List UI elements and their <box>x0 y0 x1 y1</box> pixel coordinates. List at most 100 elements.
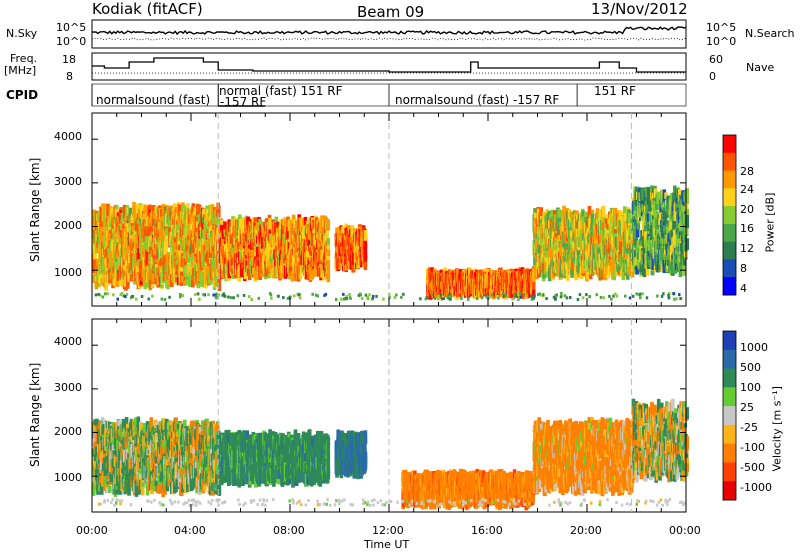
freq-unit-label: [MHz] <box>4 64 37 77</box>
noise-right-tick-top: 10^5 <box>706 21 737 34</box>
date-title: 13/Nov/2012 <box>591 0 688 18</box>
echo-cell <box>191 252 195 267</box>
echo-cell <box>191 203 196 217</box>
echo-cell <box>306 246 311 257</box>
freq-trace <box>92 57 686 73</box>
power-ytick-1000: 1000 <box>54 266 82 279</box>
echo-cell <box>268 218 272 230</box>
echo-cell <box>194 244 199 254</box>
echo-cell <box>227 259 232 272</box>
echo-cell <box>241 261 245 276</box>
echo-cell <box>231 267 235 275</box>
velocity-ytick-4000: 4000 <box>54 335 82 348</box>
echo-cell <box>139 244 144 254</box>
echo-cell <box>103 245 107 256</box>
x-axis-label: Time UT <box>364 538 410 551</box>
velocity-cb-tick-1000: 1000 <box>740 341 768 354</box>
nsearch-label: N.Search <box>745 27 795 40</box>
power-ytick-3000: 3000 <box>54 175 82 188</box>
echo-cell <box>148 213 152 227</box>
echo-cell <box>210 204 215 215</box>
echo-cell <box>217 205 221 218</box>
echo-cell <box>326 237 331 246</box>
echo-cell <box>256 246 260 256</box>
echo-cell <box>208 211 212 224</box>
xtick-5: 20:00 <box>570 524 602 537</box>
echo-cell <box>126 275 130 289</box>
echo-cell <box>95 258 100 268</box>
xtick-2: 08:00 <box>273 524 305 537</box>
xtick-3: 12:00 <box>372 524 404 537</box>
power-cb-tick-16: 16 <box>740 222 754 235</box>
power-cb-tick-24: 24 <box>740 183 754 196</box>
echo-cell <box>183 276 187 286</box>
echo-cell <box>145 206 149 213</box>
echo-cell <box>110 257 115 272</box>
echo-cell <box>158 230 163 243</box>
nsky-trace <box>91 26 687 36</box>
nsky-label: N.Sky <box>6 27 38 40</box>
echo-cell <box>118 278 123 286</box>
velocity-cb-tick-500: 500 <box>740 361 761 374</box>
echo-cell <box>123 270 128 280</box>
echo-cell <box>215 215 220 226</box>
echo-cell <box>192 267 196 280</box>
echo-cell <box>121 223 126 230</box>
echo-cell <box>159 219 163 231</box>
echo-cell <box>93 249 97 260</box>
echo-cell <box>92 262 97 274</box>
echo-cell <box>342 226 347 238</box>
velocity-cb-tick-25: 25 <box>740 401 754 414</box>
echo-cell <box>255 221 259 230</box>
echo-cell <box>310 256 314 268</box>
echo-cell <box>135 203 140 218</box>
echo-cell <box>237 242 241 254</box>
echo-cell <box>112 230 116 240</box>
echo-cell <box>118 235 122 249</box>
echo-cell <box>165 228 169 236</box>
velocity-cb-tick-neg25: -25 <box>740 421 758 434</box>
echo-cell <box>311 243 315 252</box>
echo-cell <box>125 226 129 241</box>
power-ytick-4000: 4000 <box>54 130 82 143</box>
echo-cell <box>124 259 129 270</box>
echo-cell <box>135 257 139 272</box>
beam-title: Beam 09 <box>357 3 425 21</box>
echo-cell <box>241 228 245 237</box>
xtick-0: 00:00 <box>76 524 108 537</box>
velocity-cb-tick-neg1000: -1000 <box>740 481 772 494</box>
echo-cell <box>141 238 146 248</box>
echo-cell <box>110 207 115 216</box>
echo-cell <box>97 280 102 287</box>
echo-cell <box>307 258 311 270</box>
echo-cell <box>180 275 185 283</box>
cpid-segment-1: normalsound (fast) <box>96 93 211 107</box>
nsearch-trace <box>91 37 687 41</box>
echo-cell <box>113 278 117 287</box>
echo-cell <box>191 275 195 288</box>
echo-cell <box>322 263 327 271</box>
echo-cell <box>175 213 180 221</box>
echo-cell <box>145 278 149 288</box>
echo-cell <box>122 204 127 219</box>
echo-cell <box>202 208 206 218</box>
power-cb-tick-20: 20 <box>740 203 754 216</box>
cpid-segment-2: normal (fast) 151 RF <box>219 84 343 98</box>
echo-cell <box>137 248 141 260</box>
xtick-4: 16:00 <box>471 524 503 537</box>
echo-cell <box>124 213 129 230</box>
echo-cell <box>122 259 127 266</box>
freq-label: Freq. <box>10 52 38 65</box>
echo-cell <box>121 274 125 287</box>
echo-cell <box>285 232 289 248</box>
echo-cell <box>114 209 119 217</box>
echo-cell <box>312 268 316 275</box>
noise-left-tick-bottom: 10^0 <box>56 35 87 48</box>
freq-strip <box>91 52 687 81</box>
noise-right-tick-bottom: 10^0 <box>706 35 737 48</box>
echo-cell <box>207 262 211 278</box>
echo-cell <box>144 226 148 239</box>
echo-cell <box>119 207 123 214</box>
echo-cell <box>211 264 215 279</box>
